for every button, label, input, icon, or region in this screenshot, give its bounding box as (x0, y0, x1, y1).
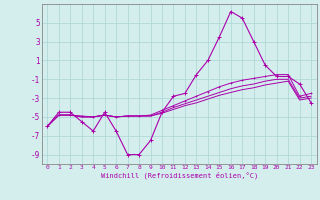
X-axis label: Windchill (Refroidissement éolien,°C): Windchill (Refroidissement éolien,°C) (100, 172, 258, 179)
